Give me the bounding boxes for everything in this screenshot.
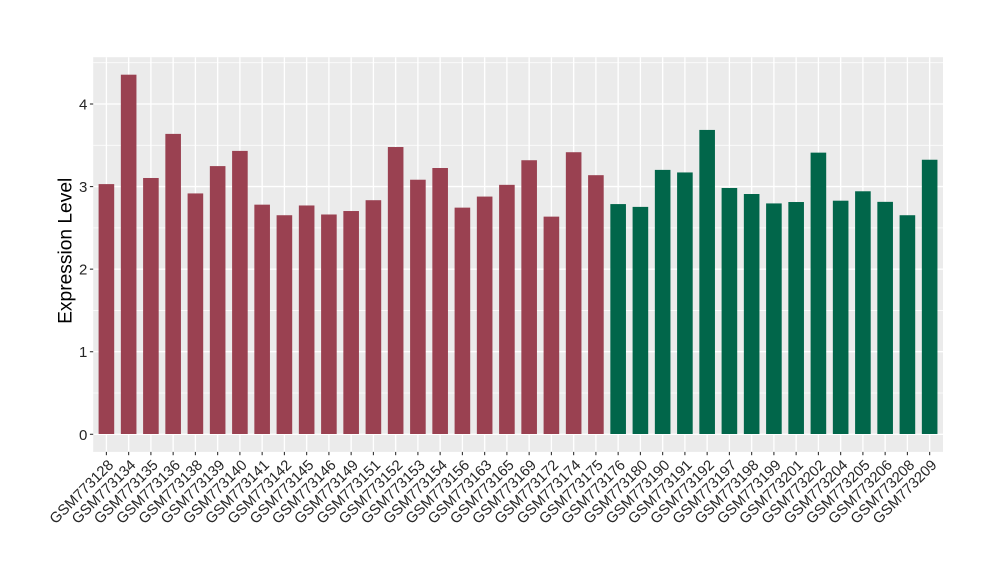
svg-text:1: 1	[79, 344, 87, 361]
svg-text:0: 0	[79, 427, 87, 444]
svg-text:3: 3	[79, 179, 87, 196]
svg-text:4: 4	[79, 97, 87, 114]
svg-text:2: 2	[79, 262, 87, 279]
svg-text:Expression Level: Expression Level	[55, 178, 76, 324]
